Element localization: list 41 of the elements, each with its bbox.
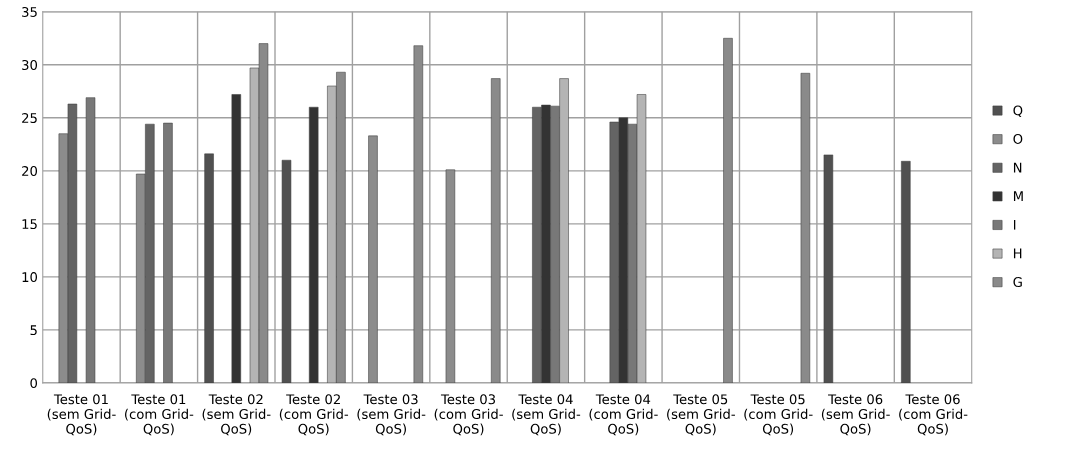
bar — [163, 122, 173, 383]
bar — [85, 97, 96, 383]
y-tick-label: 30 — [22, 60, 38, 70]
x-tick-label: Teste 03 (sem Grid- QoS) — [357, 394, 426, 436]
y-tick-label: 15 — [22, 219, 37, 230]
x-tick-label: Teste 05 (com Grid- QoS) — [744, 394, 813, 436]
y-tick-label: 20 — [22, 166, 38, 177]
x-tick-label: Teste 05 (sem Grid- QoS) — [667, 394, 735, 436]
bar — [823, 154, 834, 383]
y-tick-label: 10 — [22, 272, 38, 283]
x-tick-label: Teste 06 (com Grid- QoS) — [899, 394, 968, 436]
bar — [445, 169, 456, 383]
x-tick-label: Teste 04 (com Grid- QoS) — [589, 394, 658, 436]
bar — [901, 161, 911, 383]
bar — [231, 94, 242, 383]
legend-label: N — [1013, 162, 1022, 173]
legend-label: M — [1013, 191, 1023, 201]
y-tick-label: 0 — [30, 378, 38, 389]
bar — [204, 153, 214, 383]
legend-label: Q — [1013, 105, 1023, 117]
legend-label: I — [1013, 219, 1016, 230]
legend-label: G — [1013, 277, 1022, 287]
y-tick-label: 5 — [30, 325, 37, 336]
legend-label: O — [1013, 133, 1023, 144]
y-tick-label: 25 — [22, 113, 37, 124]
bar — [723, 38, 733, 383]
x-tick-label: Teste 03 (com Grid- QoS) — [434, 394, 503, 436]
bar — [491, 78, 501, 383]
bar — [800, 73, 811, 383]
bar — [281, 159, 292, 383]
x-tick-label: Teste 02 (com Grid- QoS) — [279, 394, 349, 436]
bar — [413, 45, 424, 383]
legend-label: H — [1013, 248, 1022, 259]
x-tick-label: Teste 01 (sem Grid- QoS) — [47, 394, 116, 436]
x-tick-label: Teste 02 (sem Grid- QoS) — [202, 394, 271, 436]
x-tick-label: Teste 01 (com Grid- QoS) — [125, 394, 194, 436]
y-tick-label: 35 — [22, 7, 37, 17]
bar — [368, 135, 378, 383]
x-tick-label: Teste 04 (sem Grid- QoS) — [512, 394, 581, 436]
x-tick-label: Teste 06 (sem Grid- QoS) — [821, 394, 890, 436]
bar — [308, 106, 319, 383]
